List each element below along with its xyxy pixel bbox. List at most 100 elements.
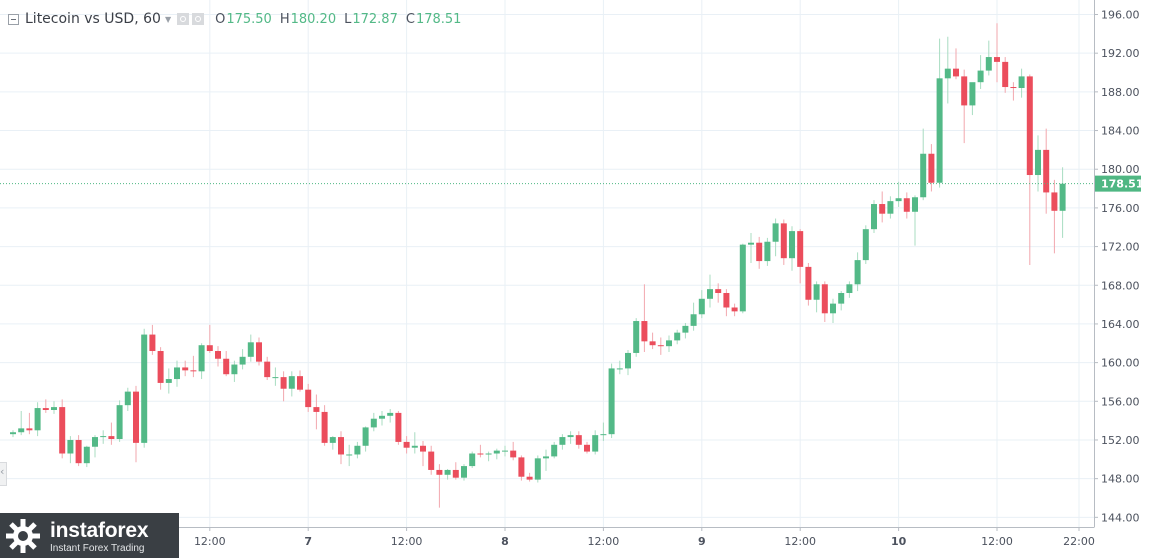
candle xyxy=(961,69,968,144)
candle xyxy=(313,394,320,430)
candle-body xyxy=(411,445,418,448)
candle-body xyxy=(92,437,98,447)
time-tick-label: 12:00 xyxy=(588,535,620,548)
candle-body xyxy=(124,391,131,406)
candle-body xyxy=(1035,149,1041,176)
time-tick-label: 12:00 xyxy=(784,535,816,548)
candle xyxy=(936,38,943,188)
price-tick-label: 184.00 xyxy=(1101,125,1140,138)
candle xyxy=(518,455,525,481)
candle-body xyxy=(493,450,500,454)
candle-body xyxy=(18,428,25,433)
candle-body xyxy=(264,361,271,378)
candle-body xyxy=(477,453,484,455)
candle-body xyxy=(715,289,722,293)
collapse-icon[interactable] xyxy=(8,13,19,25)
candle-body xyxy=(928,153,935,183)
candle-body xyxy=(305,389,312,408)
candle xyxy=(682,322,689,339)
candle xyxy=(370,412,377,432)
candle-body xyxy=(231,364,238,375)
candle xyxy=(813,281,820,313)
candle-body xyxy=(830,303,836,314)
candle xyxy=(461,464,467,481)
candle xyxy=(34,402,41,437)
candle xyxy=(756,236,763,269)
time-tick-label: 12:00 xyxy=(981,535,1013,548)
candle xyxy=(502,445,508,457)
candle xyxy=(780,219,787,265)
candle-body xyxy=(608,368,615,435)
candle-body xyxy=(485,453,492,455)
candle-body xyxy=(838,292,845,304)
time-tick-label: 10 xyxy=(891,535,907,548)
candle-body xyxy=(551,444,558,457)
candle-body xyxy=(321,411,328,443)
candle xyxy=(288,371,295,397)
candle xyxy=(559,434,566,450)
candle xyxy=(871,200,877,234)
symbol-title[interactable]: Litecoin vs USD, 60 xyxy=(25,11,161,27)
close-icon[interactable] xyxy=(192,13,205,25)
candle xyxy=(329,436,336,450)
candle xyxy=(42,399,49,413)
candle-body xyxy=(272,377,279,379)
candle xyxy=(707,274,713,308)
candle-body xyxy=(338,437,344,455)
candle-body xyxy=(452,469,459,478)
brand-tagline: Instant Forex Trading xyxy=(50,543,145,554)
price-tick-label: 172.00 xyxy=(1101,241,1140,254)
candle xyxy=(469,451,476,469)
candle xyxy=(1018,68,1025,98)
candle-body xyxy=(871,204,877,230)
candle-body xyxy=(215,351,221,359)
candle xyxy=(108,422,115,445)
price-tick-label: 160.00 xyxy=(1101,357,1140,370)
candle xyxy=(493,448,500,460)
candle-body xyxy=(1018,76,1025,88)
candle xyxy=(575,431,582,449)
candle xyxy=(969,82,976,116)
candle-body xyxy=(141,334,148,443)
open-label: O xyxy=(215,11,226,27)
candle-body xyxy=(985,57,992,71)
candle-body xyxy=(1002,61,1009,88)
candle xyxy=(452,462,459,480)
scroll-left-handle[interactable] xyxy=(0,462,7,486)
settings-icon[interactable] xyxy=(177,13,190,25)
high-value: 180.20 xyxy=(290,11,337,27)
candle-body xyxy=(461,466,467,478)
candle xyxy=(67,436,74,464)
time-tick-label: 8 xyxy=(501,535,509,548)
open-value: 175.50 xyxy=(226,11,272,27)
candle xyxy=(887,196,894,219)
candle xyxy=(10,430,16,438)
candle-body xyxy=(977,70,984,83)
chevron-down-icon[interactable]: ▼ xyxy=(164,14,172,24)
low-value: 172.87 xyxy=(352,11,398,27)
time-tick-label: 12:00 xyxy=(391,535,423,548)
candle xyxy=(395,410,402,445)
candle xyxy=(903,192,910,219)
candle xyxy=(18,410,25,436)
candle-body xyxy=(256,342,262,362)
candle-body xyxy=(682,325,689,333)
candle xyxy=(928,144,935,192)
time-tick-label: 12:00 xyxy=(194,535,226,548)
candle xyxy=(1035,135,1041,192)
candle xyxy=(912,195,918,246)
candle xyxy=(674,329,681,345)
candle xyxy=(190,355,197,378)
candle xyxy=(838,291,845,311)
candle-body xyxy=(920,153,927,198)
candle-body xyxy=(1059,183,1066,211)
candle xyxy=(772,218,779,257)
brand-logo: instaforex Instant Forex Trading xyxy=(0,513,179,558)
candle-body xyxy=(789,231,795,259)
candle-body xyxy=(395,412,402,442)
candle xyxy=(600,422,607,441)
candle-body xyxy=(403,441,410,448)
candle-body xyxy=(961,76,968,106)
candle-body xyxy=(247,342,254,357)
